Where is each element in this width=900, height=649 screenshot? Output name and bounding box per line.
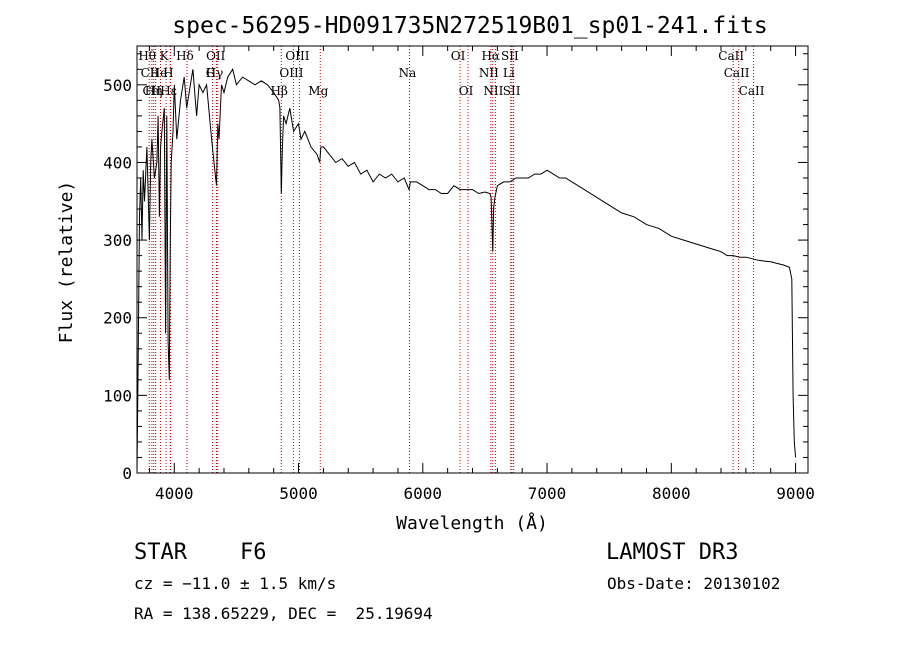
line-marker-label: SII [503,84,521,98]
y-tick-label: 400 [103,153,132,172]
line-marker-label: G [206,66,216,80]
x-tick-label: 4000 [155,484,194,503]
line-marker-label: CII [142,84,161,98]
x-tick-label: 9000 [776,484,815,503]
line-marker-label: NII [479,66,499,80]
line-marker-label: OI [459,84,474,98]
line-marker-label: OII [206,49,226,63]
line-marker-labels: HθCIICIIHeHηKHHεHδGOIIHγHβOIIIOIIIMgNaOI… [138,49,764,98]
survey-name: LAMOST DR3 [606,540,739,565]
y-tick-label: 0 [122,464,132,483]
y-tick-label: 100 [103,386,132,405]
line-marker-label: OIII [279,66,303,80]
x-axis-label: Wavelength (Å) [396,512,548,534]
y-axis-label: Flux (relative) [56,181,77,344]
chart-title: spec-56295-HD091735N272519B01_sp01-241.f… [172,13,767,39]
x-tick-label: 8000 [652,484,691,503]
x-tick-label: 7000 [528,484,567,503]
object-class: STAR F6 [134,540,267,565]
coordinates: RA = 138.65229, DEC = 25.19694 [134,604,433,623]
line-marker-label: Hγ [206,66,224,80]
line-marker-label: CaII [718,49,744,63]
line-marker-label: H [163,66,173,80]
y-tick-label: 500 [103,76,132,95]
line-marker-label: NII [483,84,503,98]
plot-frame [136,45,809,474]
line-marker-label: OI [451,49,466,63]
y-tick-label: 300 [103,231,132,250]
line-marker-label: He [150,66,168,80]
line-markers [148,46,755,473]
redshift-value: cz = −11.0 ± 1.5 km/s [134,574,337,593]
line-marker-label: OIII [285,49,309,63]
line-marker-label: Hε [160,84,177,98]
line-marker-label: Hθ [138,49,156,63]
y-axis: 0 100 200 300 400 500 [103,53,808,483]
x-tick-label: 6000 [404,484,443,503]
line-marker-label: SII [501,49,519,63]
line-marker-label: K [160,49,170,63]
observation-date: Obs-Date: 20130102 [607,574,781,593]
line-marker-label: Hα [481,49,500,63]
line-marker-label: Na [399,66,417,80]
x-axis: 4000 5000 6000 7000 8000 9000 [148,46,815,503]
line-marker-label: CaII [739,84,765,98]
line-marker-label: Hβ [271,84,288,98]
line-marker-label: Hδ [176,49,194,63]
line-marker-label: Li [503,66,515,80]
x-tick-label: 5000 [279,484,318,503]
line-marker-label: Mg [308,84,328,98]
y-tick-label: 200 [103,309,132,328]
line-marker-label: CaII [724,66,750,80]
spectrum-line [136,68,797,474]
line-marker-label: Hη [145,84,163,98]
line-marker-label: CII [141,66,160,80]
